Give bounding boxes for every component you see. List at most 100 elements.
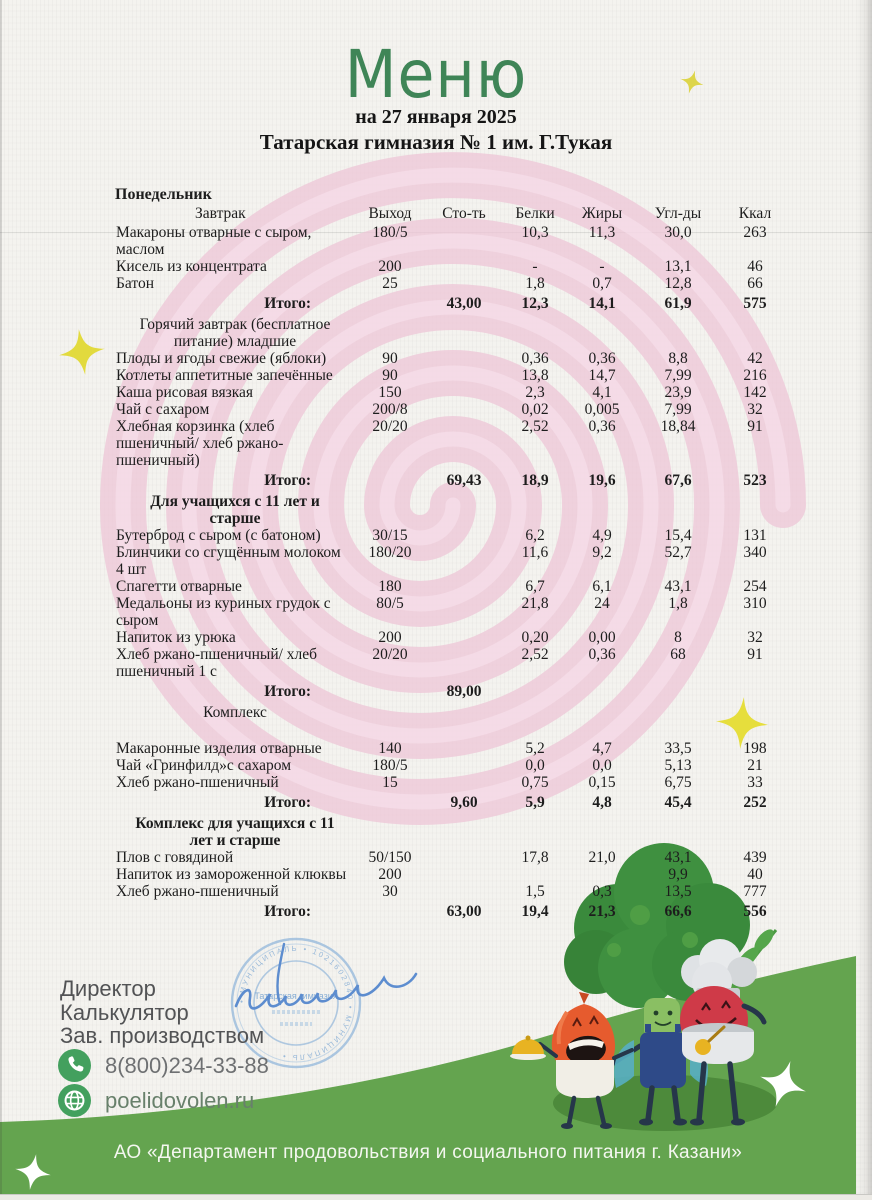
dish-fat: 0,3 (592, 883, 612, 900)
dish-out (355, 295, 425, 312)
dish-carbs: 30,0 (664, 224, 692, 241)
dish-carbs: 7,99 (664, 401, 692, 418)
dish-name: Блинчики со сгущённым молоком 4 шт (116, 544, 341, 578)
school-name: Татарская гимназия № 1 им. Г.Тукая (259, 130, 613, 154)
dish-kcal: 523 (743, 472, 767, 489)
dish-out (355, 683, 425, 700)
dish-kcal: 33 (747, 774, 763, 791)
dish-kcal: 252 (743, 794, 767, 811)
dish-fat: 6,1 (592, 578, 612, 595)
dish-kcal: 254 (743, 578, 767, 595)
website-url: poelidovolen.ru (105, 1087, 255, 1113)
dish-cost (425, 815, 503, 849)
dish-protein: 11,6 (521, 544, 549, 561)
dish-cost (425, 629, 503, 646)
dish-carbs: 18,84 (660, 418, 696, 435)
dish-carbs: 6,75 (664, 774, 692, 791)
dish-name: Итого: (264, 472, 311, 489)
dish-kcal: 340 (743, 544, 767, 561)
dish-name: Хлеб ржано-пшеничный/ хлеб пшеничный 1 с (116, 646, 318, 680)
dish-protein: 18,9 (521, 472, 549, 489)
dish-name: Итого: (264, 794, 311, 811)
col-carbs: Угл-ды (654, 205, 702, 222)
table-row: Итого: 63,00 19,4 21,3 66,6 556 (115, 903, 791, 920)
table-row: Чай «Гринфилд»с сахаром 180/5 0,0 0,0 5,… (115, 757, 791, 774)
dish-name: Макаронные изделия отварные (116, 740, 322, 757)
dish-name: Напиток из замороженной клюквы (116, 866, 347, 883)
dish-kcal: 575 (743, 295, 767, 312)
dish-kcal (719, 316, 791, 350)
dish-protein: 10,3 (521, 224, 549, 241)
col-cost: Сто-ть (442, 205, 486, 222)
dish-carbs: 66,6 (664, 903, 692, 920)
dish-fat: 14,1 (588, 295, 616, 312)
dish-out (355, 493, 425, 527)
dish-out: 20/20 (372, 418, 408, 435)
dish-out: 20/20 (372, 646, 408, 663)
table-row: Итого: 69,43 18,9 19,6 67,6 523 (115, 472, 791, 489)
dish-name: Комплекс (203, 704, 267, 721)
dish-fat: 21,0 (588, 849, 616, 866)
dish-carbs: 8 (674, 629, 682, 646)
dish-kcal: 198 (743, 740, 767, 757)
dish-out: 200 (378, 629, 402, 646)
dish-kcal: 131 (743, 527, 767, 544)
table-row: Блинчики со сгущённым молоком 4 шт 180/2… (115, 544, 791, 578)
table-row: Напиток из замороженной клюквы 200 9,9 4… (115, 866, 791, 883)
page-title: Меню (344, 36, 528, 114)
dish-kcal: 66 (747, 275, 763, 292)
dish-cost: 63,00 (446, 903, 482, 920)
phone-number: 8(800)234-33-88 (105, 1052, 269, 1078)
stamp-center-text: Татарская гимназия (254, 991, 337, 1001)
dish-fat (567, 704, 637, 721)
dish-protein: 1,8 (525, 275, 545, 292)
dish-out: 140 (378, 740, 402, 757)
table-row: Комплекс для учащихся с 11 лет и старше (115, 815, 791, 849)
signature-roles: Директор Калькулятор Зав. производством (60, 977, 264, 1048)
col-kcal: Ккал (738, 205, 772, 222)
dish-kcal: 91 (747, 418, 763, 435)
dish-name: Медальоны из куриных грудок с сыром (116, 595, 331, 629)
day-heading: Понедельник (115, 186, 212, 203)
dish-out (355, 704, 425, 721)
dish-protein: - (532, 258, 538, 275)
dish-carbs: 52,7 (664, 544, 692, 561)
dish-name: Комплекс для учащихся с 11 лет и старше (135, 815, 335, 849)
role-director: Директор (60, 976, 156, 1001)
menu-table: Понедельник Завтрак Выход Сто-ть Белки Ж… (115, 186, 791, 924)
dish-name: Напиток из урюка (116, 629, 236, 646)
dish-kcal: 439 (743, 849, 767, 866)
dish-protein: 5,2 (525, 740, 545, 757)
dish-carbs: 15,4 (664, 527, 692, 544)
dish-protein (503, 493, 567, 527)
dish-carbs (637, 704, 719, 721)
col-fat: Жиры (581, 205, 623, 222)
dish-name: Плов с говядиной (116, 849, 234, 866)
sparkle-yellow-left-icon (56, 326, 108, 378)
dish-fat: - (599, 258, 605, 275)
dish-out: 30 (382, 883, 398, 900)
tomato-chef-mascot (680, 939, 767, 1126)
dish-kcal: 32 (747, 401, 763, 418)
dish-fat: 0,0 (592, 757, 612, 774)
table-body: Макароны отварные с сыром, маслом 180/5 … (115, 224, 791, 920)
dish-fat (567, 493, 637, 527)
dish-name: Чай с сахаром (116, 401, 210, 418)
dish-fat: 14,7 (588, 367, 616, 384)
dish-kcal: 40 (747, 866, 763, 883)
dish-protein: 6,2 (525, 527, 545, 544)
dish-fat: 0,36 (588, 646, 616, 663)
dish-out: 50/150 (368, 849, 412, 866)
dish-cost: 69,43 (446, 472, 482, 489)
dish-carbs: 5,13 (664, 757, 692, 774)
dish-name: Итого: (264, 683, 311, 700)
dish-cost (425, 774, 503, 791)
dish-cost: 89,00 (446, 683, 482, 700)
signature-flourish (276, 942, 286, 1006)
globe-icon (58, 1084, 91, 1117)
dish-out (355, 815, 425, 849)
dish-carbs: 1,8 (668, 595, 688, 612)
table-row: Итого: 9,60 5,9 4,8 45,4 252 (115, 794, 791, 811)
dish-protein: 5,9 (525, 794, 545, 811)
